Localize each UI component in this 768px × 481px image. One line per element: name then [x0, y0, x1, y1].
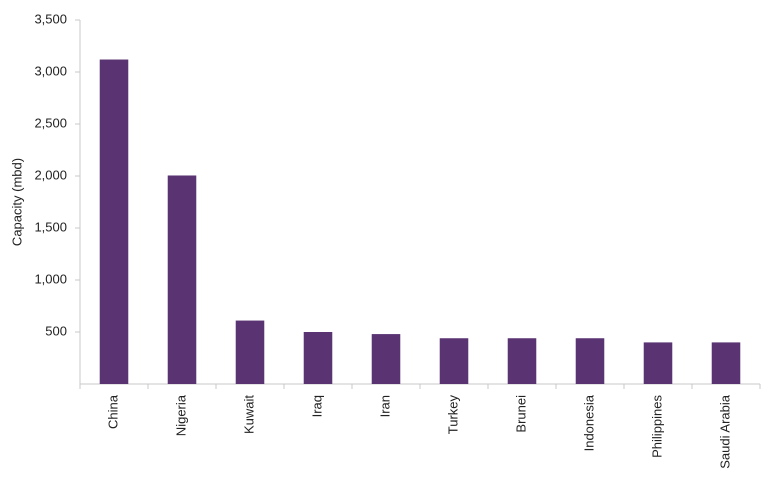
x-tick-label: Kuwait: [241, 395, 256, 434]
bar: [303, 332, 333, 384]
x-tick-label: Saudi Arabia: [717, 394, 732, 468]
x-tick-label: China: [105, 394, 120, 429]
x-tick-label: Iraq: [309, 395, 324, 417]
bar: [167, 175, 197, 384]
y-tick-label: 3,500: [34, 11, 67, 26]
bar: [711, 342, 741, 384]
bar: [575, 338, 605, 384]
bar: [507, 338, 537, 384]
bar: [235, 320, 265, 384]
y-tick-label: 3,000: [34, 63, 67, 78]
y-tick-label: 1,000: [34, 271, 67, 286]
x-tick-label: Iran: [377, 395, 392, 417]
x-tick-label: Brunei: [513, 395, 528, 433]
bar: [99, 59, 129, 385]
bar: [439, 338, 469, 384]
y-tick-label: 1,500: [34, 219, 67, 234]
bar: [643, 342, 673, 384]
x-tick-label: Philippines: [649, 395, 664, 458]
y-tick-label: 2,000: [34, 167, 67, 182]
x-tick-label: Nigeria: [173, 394, 188, 436]
bar: [371, 334, 401, 384]
x-tick-label: Turkey: [445, 395, 460, 435]
y-axis-label: Capacity (mbd): [9, 158, 24, 246]
x-tick-label: Indonesia: [581, 394, 596, 451]
y-tick-label: 500: [45, 323, 67, 338]
y-tick-label: 2,500: [34, 115, 67, 130]
